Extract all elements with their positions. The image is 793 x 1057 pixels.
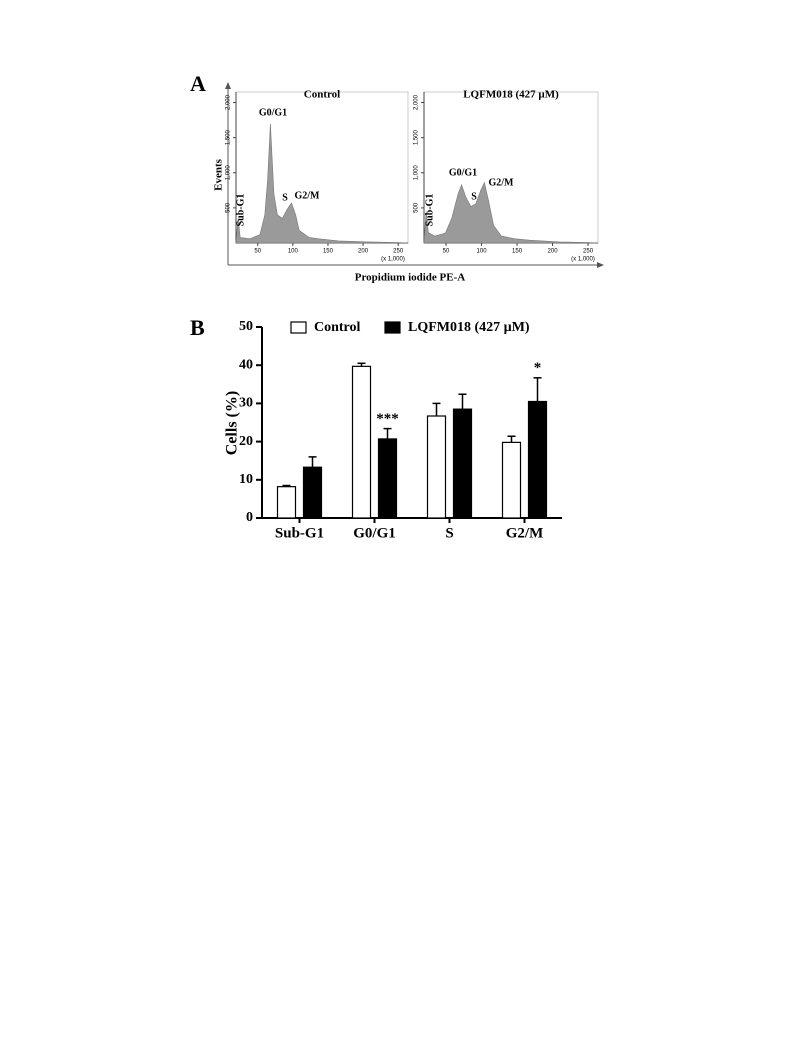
x-tick-label: S	[445, 525, 453, 541]
x-tick-label: 100	[288, 249, 299, 255]
x-tick-label: 200	[548, 249, 559, 255]
x-tick-label: Sub-G1	[275, 525, 324, 541]
x-tick-label: 250	[393, 249, 404, 255]
x-tick-label: G0/G1	[353, 525, 396, 541]
peak-label: G2/M	[489, 177, 515, 188]
y-tick-label: 30	[239, 396, 253, 411]
y-tick-label: 50	[239, 319, 253, 334]
peak-label: S	[282, 192, 288, 203]
x-tick-label: 150	[323, 249, 334, 255]
x-tick-label: 50	[254, 249, 261, 255]
bar	[276, 486, 297, 519]
y-tick-label: 1,500	[414, 129, 420, 145]
y-axis-title: Events	[213, 158, 225, 191]
legend-swatch	[384, 321, 401, 334]
y-tick-label: 500	[414, 202, 420, 213]
peak-label: G2/M	[295, 190, 321, 201]
legend-swatch	[290, 321, 307, 334]
x-axis-title: Propidium iodide PE-A	[355, 272, 465, 284]
peak-label: S	[471, 191, 477, 202]
axis-arrow	[225, 82, 231, 89]
panel-label: B	[190, 315, 205, 340]
y-tick-label: 500	[226, 202, 232, 213]
peak-label: Sub-G1	[235, 194, 246, 227]
legend-label: Control	[314, 320, 361, 335]
bar	[302, 466, 323, 519]
axis-arrow	[597, 262, 604, 268]
y-tick-label: 10	[239, 472, 253, 487]
y-tick-label: 1,000	[226, 165, 232, 181]
y-tick-label: 40	[239, 357, 253, 372]
bar	[377, 438, 398, 519]
y-tick-label: 20	[239, 434, 253, 449]
y-tick-label: 2,000	[414, 94, 420, 110]
chart-title: Control	[304, 89, 340, 101]
y-tick-label: 1,500	[226, 129, 232, 145]
x-tick-label: G2/M	[506, 525, 544, 541]
significance-label: ***	[376, 411, 399, 427]
panel-label: A	[190, 71, 206, 96]
y-tick-label: 2,000	[226, 94, 232, 110]
x-tick-label: 100	[477, 249, 488, 255]
bar	[351, 365, 372, 519]
histogram-area	[235, 123, 409, 244]
x-tick-label: 200	[358, 249, 369, 255]
y-axis-title: Cells (%)	[224, 391, 241, 455]
peak-label: Sub-G1	[424, 194, 435, 227]
x-tick-label: 150	[512, 249, 523, 255]
legend-label: LQFM018 (427 µM)	[408, 320, 530, 335]
histogram-area	[423, 181, 599, 244]
x-unit: (x 1,000)	[381, 257, 405, 263]
x-tick-label: 50	[443, 249, 450, 255]
peak-label: G0/G1	[259, 107, 287, 118]
significance-label: *	[534, 360, 542, 376]
x-unit: (x 1,000)	[571, 257, 595, 263]
peak-label: G0/G1	[449, 167, 477, 178]
bar	[527, 400, 548, 519]
y-tick-label: 0	[246, 510, 253, 525]
bar	[426, 415, 447, 519]
x-tick-label: 250	[583, 249, 594, 255]
chart-title: LQFM018 (427 µM)	[463, 89, 559, 101]
y-tick-label: 1,000	[414, 165, 420, 181]
bar	[501, 441, 522, 519]
bar	[452, 408, 473, 519]
